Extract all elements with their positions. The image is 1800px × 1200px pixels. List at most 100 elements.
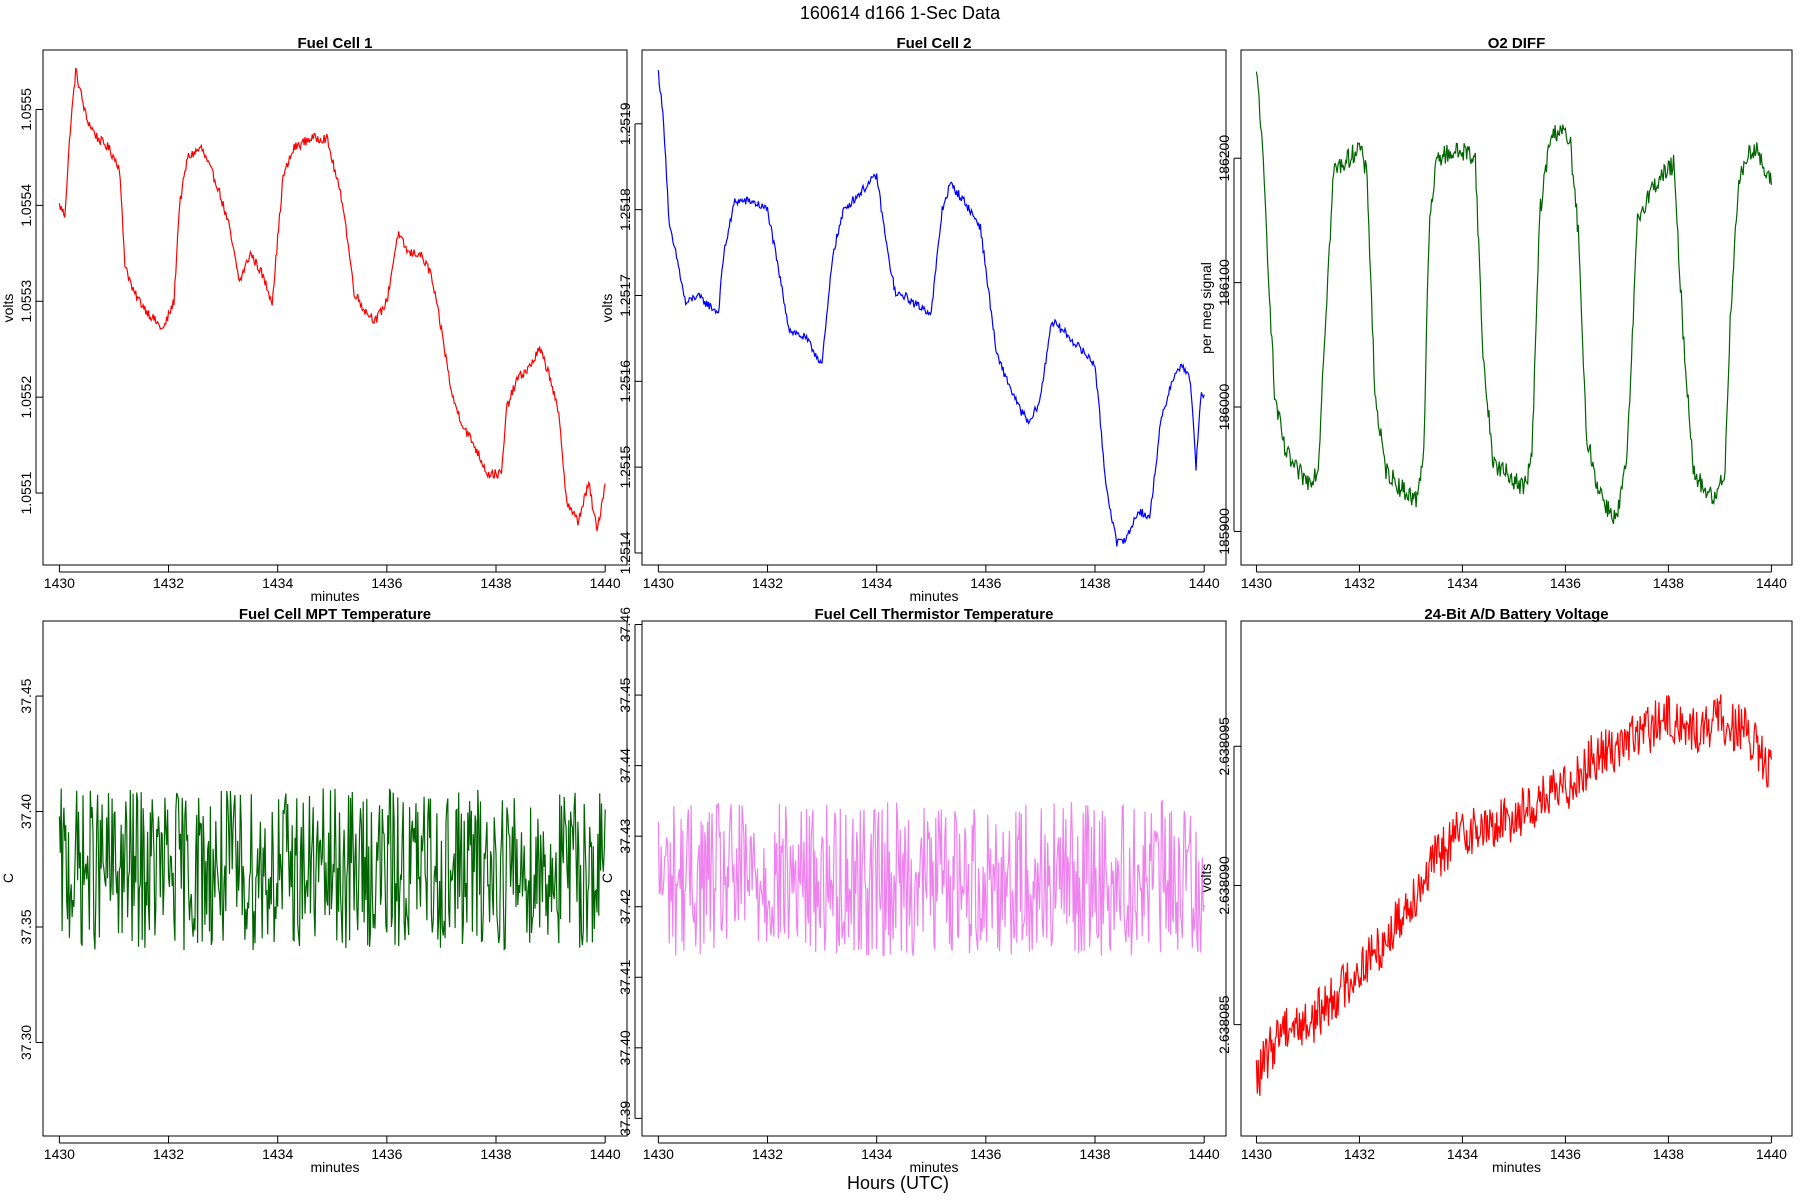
x-tick-label: 1436 [371, 1146, 402, 1162]
y-tick-label: 1.2514 [617, 531, 633, 574]
y-tick-label: 1.2518 [617, 188, 633, 231]
y-tick-label: 1.2519 [617, 102, 633, 145]
plot-frame [641, 49, 1227, 566]
y-tick-label: 1.2515 [617, 446, 633, 489]
x-tick-label: 1436 [1550, 1146, 1581, 1162]
y-tick-label: 37.45 [18, 678, 34, 713]
plot-frame [641, 620, 1227, 1137]
x-tick-label: 1432 [752, 575, 783, 591]
x-tick-label: 1438 [480, 575, 511, 591]
y-tick-label: 37.42 [617, 889, 633, 924]
y-tick-label: 1.0551 [18, 471, 34, 514]
x-tick-label: 1434 [262, 575, 293, 591]
plot-frame [1240, 620, 1793, 1137]
panel-title: Fuel Cell MPT Temperature [239, 606, 431, 623]
y-tick-label: 37.44 [617, 748, 633, 783]
y-axis-label: C [599, 873, 615, 883]
x-axis-label: minutes [310, 588, 359, 604]
x-tick-label: 1432 [1344, 575, 1375, 591]
y-tick-label: 37.45 [617, 677, 633, 712]
y-tick-label: 1.0554 [18, 184, 34, 227]
x-tick-label: 1430 [1241, 575, 1272, 591]
figure-title: 160614 d166 1-Sec Data [800, 3, 1001, 23]
plot-frame [42, 620, 628, 1137]
x-tick-label: 1434 [1447, 1146, 1478, 1162]
figure-xlabel: Hours (UTC) [847, 1173, 949, 1193]
x-tick-label: 1436 [371, 575, 402, 591]
y-tick-label: 185900 [1216, 508, 1232, 555]
y-tick-label: 2.638085 [1216, 995, 1232, 1054]
x-tick-label: 1434 [861, 575, 892, 591]
x-tick-label: 1430 [44, 1146, 75, 1162]
x-tick-label: 1436 [1550, 575, 1581, 591]
panel-title: O2 DIFF [1488, 35, 1546, 52]
x-axis-label: minutes [909, 1159, 958, 1175]
x-tick-label: 1432 [752, 1146, 783, 1162]
x-tick-label: 1432 [153, 575, 184, 591]
y-tick-label: 37.40 [18, 794, 34, 829]
y-tick-label: 1.0555 [18, 88, 34, 131]
plot-frame [42, 49, 628, 566]
x-tick-label: 1436 [970, 575, 1001, 591]
y-tick-label: 37.43 [617, 818, 633, 853]
x-tick-label: 1436 [970, 1146, 1001, 1162]
y-tick-label: 186000 [1216, 383, 1232, 430]
y-tick-label: 1.0552 [18, 376, 34, 419]
x-tick-label: 1438 [1079, 1146, 1110, 1162]
x-tick-label: 1440 [1189, 575, 1220, 591]
x-tick-label: 1440 [590, 1146, 621, 1162]
y-tick-label: 2.638095 [1216, 717, 1232, 776]
panel-fuel-cell-thermistor-temperature: Fuel Cell Thermistor Temperature minutes… [599, 606, 1227, 1175]
y-axis-label: per meg signal [1198, 262, 1214, 354]
x-tick-label: 1434 [262, 1146, 293, 1162]
x-axis-label: minutes [1492, 1159, 1541, 1175]
x-tick-label: 1432 [153, 1146, 184, 1162]
x-tick-label: 1432 [1344, 1146, 1375, 1162]
x-axis-label: minutes [909, 588, 958, 604]
panel-title: Fuel Cell 2 [896, 35, 971, 52]
x-tick-label: 1438 [480, 1146, 511, 1162]
series-line [657, 799, 1205, 957]
x-axis-label: minutes [310, 1159, 359, 1175]
y-tick-label: 186200 [1216, 135, 1232, 182]
series-line [58, 788, 606, 951]
series-line [1255, 71, 1772, 525]
x-tick-label: 1430 [44, 575, 75, 591]
x-tick-label: 1440 [1756, 575, 1787, 591]
plot-frame [1240, 49, 1793, 566]
y-tick-label: 37.40 [617, 1030, 633, 1065]
x-tick-label: 1440 [1189, 1146, 1220, 1162]
y-axis-label: volts [1198, 864, 1214, 893]
y-tick-label: 186100 [1216, 259, 1232, 306]
y-tick-label: 2.638090 [1216, 856, 1232, 915]
x-tick-label: 1438 [1653, 1146, 1684, 1162]
panel-title: Fuel Cell 1 [297, 35, 372, 52]
y-tick-label: 37.41 [617, 960, 633, 995]
y-tick-label: 1.2516 [617, 360, 633, 403]
x-tick-label: 1434 [1447, 575, 1478, 591]
panel-fuel-cell-1: Fuel Cell 1 minutes volts 1430 1432 1434 14… [0, 35, 628, 604]
series-line [1255, 694, 1772, 1097]
panel-battery-voltage: 24-Bit A/D Battery Voltage minutes volts… [1198, 606, 1793, 1175]
panel-fuel-cell-mpt-temperature: Fuel Cell MPT Temperature minutes C 1430… [0, 606, 628, 1175]
y-axis-label: volts [0, 294, 16, 323]
x-tick-label: 1438 [1653, 575, 1684, 591]
y-tick-label: 1.2517 [617, 274, 633, 317]
panel-title: Fuel Cell Thermistor Temperature [815, 606, 1054, 623]
panel-o2-diff: O2 DIFF per meg signal 1430 1432 1434 1436 1… [1198, 35, 1793, 591]
y-tick-label: 37.39 [617, 1101, 633, 1136]
y-tick-label: 37.46 [617, 607, 633, 642]
y-tick-label: 1.0553 [18, 280, 34, 323]
x-tick-label: 1434 [861, 1146, 892, 1162]
y-axis-label: volts [599, 294, 615, 323]
x-tick-label: 1430 [1241, 1146, 1272, 1162]
series-line [657, 70, 1205, 547]
panel-fuel-cell-2: Fuel Cell 2 minutes volts 1430 1432 1434 14… [599, 35, 1227, 604]
x-tick-label: 1430 [643, 1146, 674, 1162]
panel-title: 24-Bit A/D Battery Voltage [1424, 606, 1608, 623]
x-tick-label: 1430 [643, 575, 674, 591]
x-tick-label: 1440 [590, 575, 621, 591]
series-line [58, 67, 606, 532]
y-tick-label: 37.30 [18, 1025, 34, 1060]
